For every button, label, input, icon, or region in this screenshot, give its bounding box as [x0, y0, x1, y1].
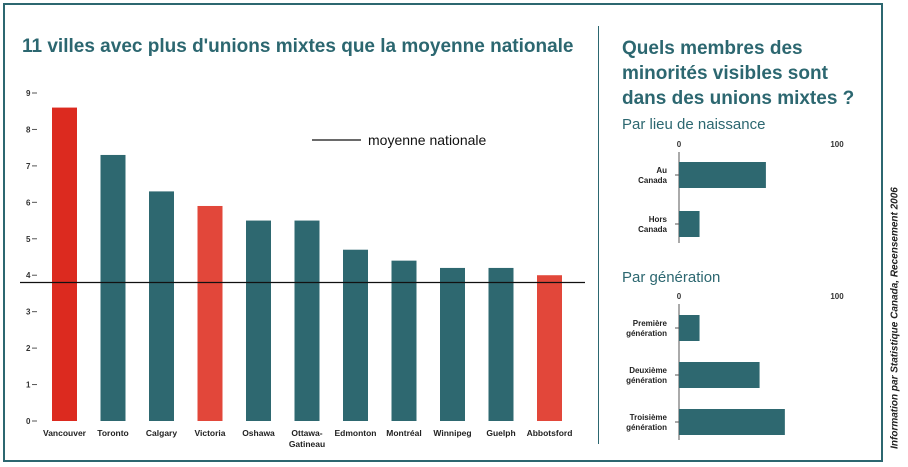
- x-tick-label: 100: [830, 140, 844, 149]
- bar-9: [488, 267, 514, 421]
- bar-1: [100, 154, 126, 421]
- y-tick-label: 3: [26, 308, 31, 317]
- category-label: Canada: [638, 225, 667, 234]
- category-label: génération: [626, 423, 667, 432]
- category-label: Hors: [649, 215, 668, 224]
- y-tick-label: 4: [26, 271, 31, 280]
- birthplace-subtitle: Par lieu de naissance: [622, 116, 766, 133]
- x-category-label: Ottawa-: [291, 428, 322, 438]
- category-label: génération: [626, 376, 667, 385]
- generation-subtitle: Par génération: [622, 269, 721, 286]
- category-label: Première: [633, 319, 668, 328]
- x-category-label: Calgary: [146, 428, 177, 438]
- bar-6: [343, 249, 368, 421]
- bar-10: [537, 275, 562, 421]
- x-category-label: Guelph: [486, 428, 515, 438]
- x-category-label: Victoria: [194, 428, 225, 438]
- y-tick-label: 9: [26, 89, 31, 98]
- x-category-label: Winnipeg: [433, 428, 471, 438]
- x-category-label: Toronto: [97, 428, 128, 438]
- category-label: Troisième: [630, 413, 668, 422]
- legend-label: moyenne nationale: [368, 132, 487, 148]
- x-category-label: Vancouver: [43, 428, 87, 438]
- y-tick-label: 7: [26, 162, 31, 171]
- main-chart-title: 11 villes avec plus d'unions mixtes que …: [22, 36, 574, 57]
- bar-5: [294, 220, 320, 421]
- panel-divider: [598, 26, 599, 444]
- x-category-label: Edmonton: [334, 428, 376, 438]
- bar-3: [197, 205, 223, 421]
- y-tick-label: 8: [26, 125, 31, 134]
- bar-2: [149, 191, 174, 421]
- generation-bar-0: [679, 315, 700, 341]
- figure-frame: [3, 3, 883, 462]
- y-tick-label: 5: [26, 235, 31, 244]
- generation-bar-2: [679, 409, 785, 435]
- y-tick-label: 6: [26, 198, 31, 207]
- x-category-label: Gatineau: [289, 439, 325, 449]
- x-tick-label: 0: [677, 140, 682, 149]
- right-panel-title: Quels membres des minorités visibles son…: [622, 38, 855, 109]
- y-tick-label: 0: [26, 417, 31, 426]
- bar-0: [52, 107, 77, 422]
- category-label: Au: [656, 166, 667, 175]
- bar-4: [246, 220, 271, 421]
- category-label: Canada: [638, 176, 667, 185]
- x-category-label: Oshawa: [242, 428, 275, 438]
- x-category-label: Montréal: [386, 428, 421, 438]
- y-tick-label: 2: [26, 344, 31, 353]
- x-category-label: Abbotsford: [527, 428, 573, 438]
- birthplace-bar-0: [679, 162, 766, 188]
- bar-7: [391, 260, 417, 421]
- x-tick-label: 0: [677, 292, 682, 301]
- generation-bar-1: [679, 362, 760, 388]
- y-tick-label: 1: [26, 381, 31, 390]
- category-label: génération: [626, 329, 667, 338]
- category-label: Deuxième: [629, 366, 667, 375]
- bar-8: [440, 267, 465, 421]
- x-tick-label: 100: [830, 292, 844, 301]
- birthplace-bar-1: [679, 211, 700, 237]
